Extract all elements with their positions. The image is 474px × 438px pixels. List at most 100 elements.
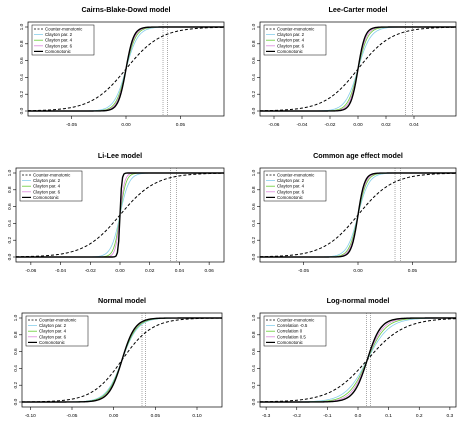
y-tick-label: 0.6	[7, 203, 13, 210]
legend-label: Clayton par. 4	[277, 38, 305, 43]
panel-3: Li-Lee model 0.0 0.2 0.4 0.6 0.8 1.0 -0.06 -0.04…	[7, 151, 225, 274]
x-tick-label: 0.04	[409, 122, 419, 128]
y-tick-label: 0.6	[13, 348, 19, 355]
y-tick-label: 0.0	[13, 398, 19, 405]
x-tick-label: 0.05	[408, 268, 418, 274]
legend-box	[263, 170, 327, 202]
x-tick-label: -0.06	[269, 122, 280, 128]
y-tick-label: 0.0	[251, 107, 257, 114]
legend-label: Correlation 0	[277, 329, 303, 334]
y-tick-label: 1.0	[251, 169, 257, 176]
series-line	[260, 26, 456, 112]
y-tick-label: 1.0	[251, 314, 257, 321]
x-tick-label: -0.02	[325, 122, 336, 128]
panel-title: Log-normal model	[327, 296, 390, 305]
legend-label: Clayton par. 4	[45, 38, 73, 43]
x-tick-label: 0.02	[381, 122, 391, 128]
y-tick-label: 1.0	[19, 23, 25, 30]
x-tick-label: -0.02	[85, 268, 96, 274]
x-tick-label: 0.0	[355, 413, 362, 419]
y-tick-label: 0.8	[251, 331, 257, 338]
legend-label: Comonotonic	[277, 340, 304, 345]
y-tick-label: 0.8	[19, 40, 25, 47]
panel-title: Common age effect model	[313, 151, 403, 160]
y-tick-label: 1.0	[13, 314, 19, 321]
x-tick-label: -0.06	[25, 268, 36, 274]
plot-frame	[21, 312, 223, 408]
x-tick-label: -0.04	[55, 268, 66, 274]
series-line	[259, 318, 457, 403]
x-tick-label: -0.2	[293, 413, 302, 419]
y-tick-label: 0.6	[251, 348, 257, 355]
x-tick-label: -0.05	[66, 122, 77, 128]
x-tick-label: 0.05	[176, 122, 186, 128]
x-tick-label: 0.04	[175, 268, 185, 274]
panel-1: Cairns-Blake-Dowd model 0.0 0.2 0.4 0.6 0.8 1.…	[19, 5, 225, 128]
y-tick-label: 0.2	[251, 382, 257, 389]
legend-label: Counter-monotonic	[277, 27, 315, 32]
y-tick-label: 0.4	[251, 365, 257, 372]
legend-label: Clayton par. 2	[45, 32, 73, 37]
x-tick-label: -0.10	[25, 413, 36, 419]
series-line	[260, 172, 456, 258]
x-tick-label: 0.10	[192, 413, 202, 419]
y-tick-label: 0.4	[19, 74, 25, 81]
y-tick-label: 0.6	[251, 203, 257, 210]
legend-label: Clayton par. 6	[277, 43, 305, 48]
series-line	[22, 317, 222, 403]
x-tick-label: -0.05	[298, 268, 309, 274]
legend-label: Clayton par. 6	[45, 43, 73, 48]
y-tick-label: 0.8	[251, 40, 257, 47]
y-tick-label: 0.4	[251, 74, 257, 81]
panel-6: Log-normal model 0.0 0.2 0.4 0.6 0.8 1.0 -0.3 -0…	[251, 296, 457, 419]
y-tick-label: 0.2	[251, 91, 257, 98]
y-tick-label: 0.2	[7, 237, 13, 244]
y-tick-label: 0.0	[251, 398, 257, 405]
series-line	[28, 26, 224, 112]
panel-2: Lee-Carter model 0.0 0.2 0.4 0.6 0.8 1.0 -0.06 -…	[251, 5, 457, 128]
y-tick-label: 0.8	[251, 186, 257, 193]
legend-label: Clayton par. 4	[277, 184, 305, 189]
y-tick-label: 0.8	[7, 186, 13, 193]
x-tick-label: -0.04	[297, 122, 308, 128]
series-line	[260, 317, 456, 403]
y-tick-label: 0.2	[19, 91, 25, 98]
y-tick-label: 0.0	[7, 253, 13, 260]
y-tick-label: 0.8	[13, 331, 19, 338]
legend-label: Counter-monotonic	[277, 173, 315, 178]
y-tick-label: 0.4	[7, 220, 13, 227]
x-tick-label: -0.3	[262, 413, 271, 419]
legend-label: Comonotonic	[277, 49, 304, 54]
y-tick-label: 0.4	[251, 220, 257, 227]
panel-title: Lee-Carter model	[328, 5, 387, 14]
y-tick-label: 0.6	[251, 57, 257, 64]
x-tick-label: 0.00	[109, 413, 119, 419]
legend-label: Clayton par. 6	[277, 189, 305, 194]
y-tick-label: 1.0	[7, 169, 13, 176]
x-tick-label: 0.02	[145, 268, 155, 274]
legend-label: Clayton par. 6	[39, 334, 67, 339]
legend-label: Clayton par. 2	[39, 323, 67, 328]
y-tick-label: 0.4	[13, 365, 19, 372]
y-tick-label: 0.0	[19, 107, 25, 114]
legend-label: Comonotonic	[39, 340, 66, 345]
legend-label: Counter-monotonic	[33, 173, 71, 178]
panel-5: Normal model 0.0 0.2 0.4 0.6 0.8 1.0 -0.10 -0.05…	[13, 296, 223, 419]
legend-label: Counter-monotonic	[39, 318, 77, 323]
legend-label: Clayton par. 2	[33, 178, 61, 183]
x-tick-label: 0.2	[416, 413, 423, 419]
y-tick-label: 0.6	[19, 57, 25, 64]
legend-label: Comonotonic	[45, 49, 72, 54]
x-tick-label: 0.00	[121, 122, 131, 128]
panel-title: Normal model	[98, 296, 146, 305]
panel-title: Cairns-Blake-Dowd model	[81, 5, 170, 14]
legend-label: Comonotonic	[277, 195, 304, 200]
x-tick-label: -0.05	[67, 413, 78, 419]
legend-label: Clayton par. 2	[277, 178, 305, 183]
x-tick-label: 0.3	[447, 413, 454, 419]
legend-label: Counter-monotonic	[45, 27, 83, 32]
